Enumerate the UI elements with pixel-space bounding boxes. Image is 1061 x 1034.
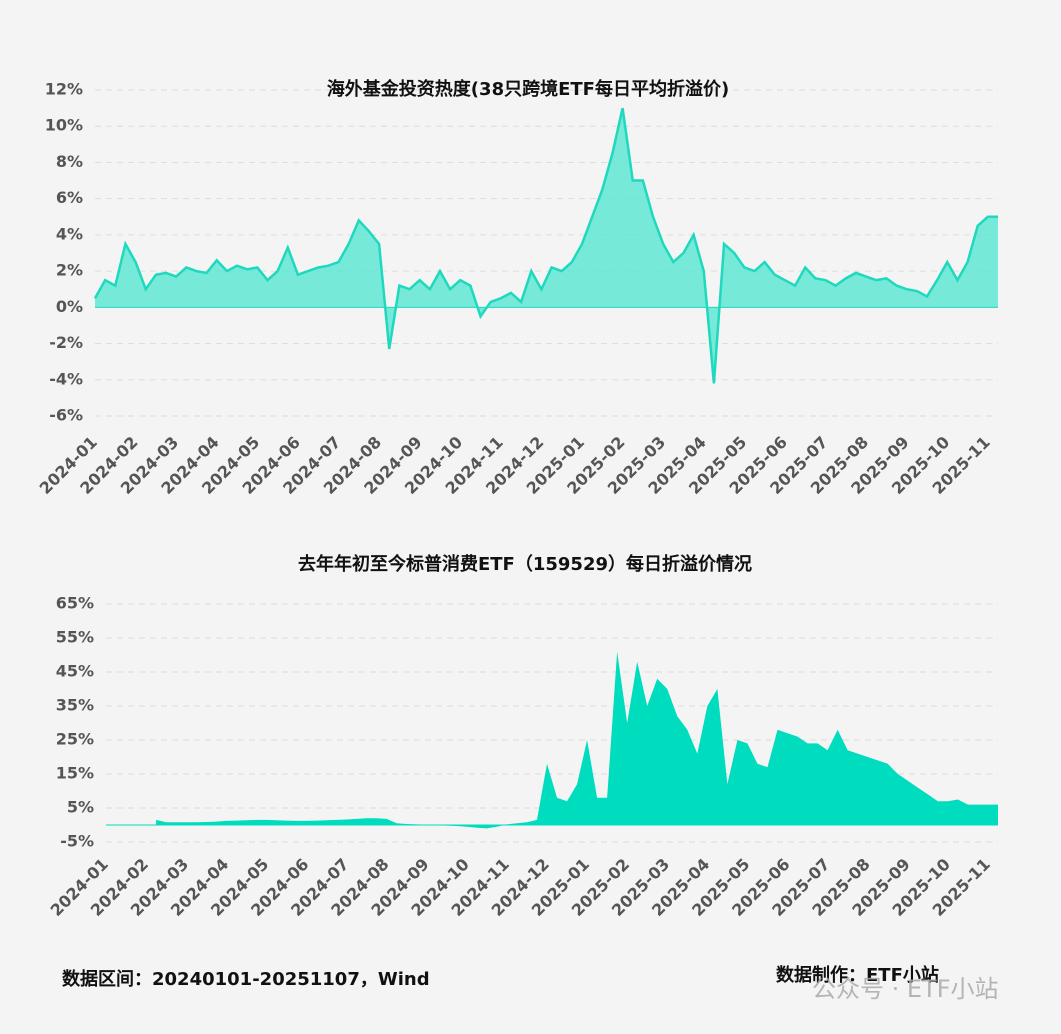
y-tick-label: 12% [45, 80, 83, 99]
y-tick-label: -4% [49, 369, 83, 388]
y-tick-label: -5% [60, 832, 94, 851]
y-tick-label: 8% [56, 152, 83, 171]
y-tick-label: 0% [56, 297, 83, 316]
y-tick-label: 6% [56, 188, 83, 207]
footer-right: 数据制作：ETF小站 [776, 964, 939, 986]
y-tick-label: 55% [56, 628, 94, 647]
footer-left: 数据区间：20240101-20251107，Wind [62, 968, 430, 990]
y-tick-label: 65% [56, 594, 94, 613]
y-tick-label: 45% [56, 662, 94, 681]
y-tick-label: 10% [45, 116, 83, 135]
chart-title: 去年年初至今标普消费ETF（159529）每日折溢价情况 [298, 553, 752, 575]
area [156, 651, 998, 829]
y-tick-label: 4% [56, 224, 83, 243]
y-tick-label: -2% [49, 333, 83, 352]
line [93, 107, 998, 384]
y-tick-label: 35% [56, 696, 94, 715]
y-tick-label: -6% [49, 406, 83, 425]
y-tick-label: 2% [56, 261, 83, 280]
watermark: 公众号 · ETF小站 [812, 975, 999, 1003]
y-tick-label: 5% [67, 798, 94, 817]
chart-title: 海外基金投资热度(38只跨境ETF每日平均折溢价) [327, 78, 729, 100]
y-tick-label: 15% [56, 764, 94, 783]
y-tick-label: 25% [56, 730, 94, 749]
